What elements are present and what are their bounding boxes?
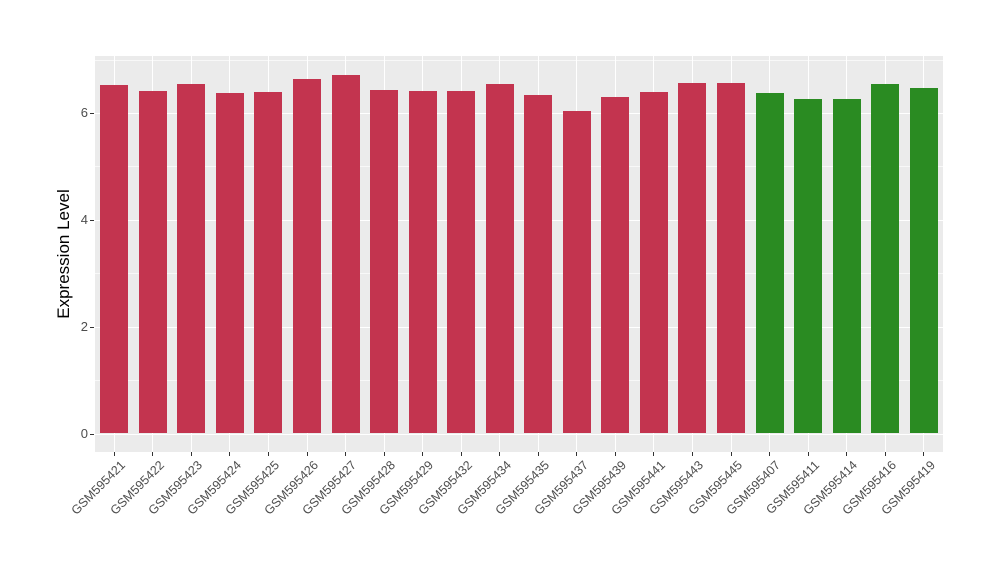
- x-axis-tick: [190, 452, 192, 456]
- bar-GSM595422: [138, 90, 167, 434]
- x-axis-tick: [267, 452, 269, 456]
- bar-GSM595435: [524, 94, 553, 434]
- x-axis-tick: [769, 452, 771, 456]
- gridline-major: [95, 433, 943, 435]
- bar-GSM595414: [832, 99, 861, 434]
- bar-GSM595432: [447, 91, 476, 434]
- x-axis-tick: [653, 452, 655, 456]
- x-axis-tick: [884, 452, 886, 456]
- y-axis-tick: [90, 219, 94, 221]
- x-axis-tick: [499, 452, 501, 456]
- y-axis-tick: [90, 112, 94, 114]
- x-axis-tick: [537, 452, 539, 456]
- x-axis-tick: [730, 452, 732, 456]
- x-axis-tick: [807, 452, 809, 456]
- bar-GSM595439: [601, 97, 630, 434]
- x-axis-tick: [460, 452, 462, 456]
- bar-GSM595445: [717, 82, 745, 434]
- bar-GSM595407: [755, 93, 784, 434]
- bar-GSM595426: [293, 78, 321, 434]
- gridline-minor: [95, 59, 943, 61]
- bar-GSM595425: [254, 91, 283, 434]
- x-axis-tick: [229, 452, 231, 456]
- plot-panel: [95, 56, 943, 452]
- bar-GSM595434: [485, 84, 514, 434]
- gridline-minor: [95, 380, 943, 382]
- x-axis-tick: [422, 452, 424, 456]
- y-axis-tick: [90, 433, 94, 435]
- gridline-major: [95, 326, 943, 329]
- x-axis-tick: [576, 452, 578, 456]
- x-axis-tick: [113, 452, 115, 456]
- bar-GSM595419: [909, 87, 938, 434]
- bar-GSM595424: [215, 93, 244, 434]
- bar-GSM595441: [639, 92, 668, 434]
- x-axis-tick: [345, 452, 347, 456]
- bar-GSM595416: [871, 83, 900, 434]
- bar-GSM595443: [678, 83, 707, 434]
- y-axis-tick-label: 4: [80, 211, 88, 227]
- x-axis-tick: [614, 452, 616, 456]
- y-axis-tick-label: 2: [80, 318, 88, 334]
- bar-GSM595411: [794, 99, 823, 434]
- bar-GSM595427: [331, 75, 360, 434]
- bar-GSM595429: [408, 91, 437, 434]
- x-axis-tick: [846, 452, 848, 456]
- x-axis-tick: [923, 452, 925, 456]
- bar-GSM595428: [370, 90, 399, 434]
- bar-GSM595423: [177, 83, 206, 434]
- y-axis-tick: [90, 326, 94, 328]
- bar-GSM595437: [562, 110, 591, 434]
- gridline-minor: [95, 273, 943, 275]
- y-axis-title: Expression Level: [54, 189, 73, 319]
- gridline-major: [95, 219, 943, 222]
- y-axis-tick-label: 0: [80, 425, 88, 441]
- x-axis-tick: [306, 452, 308, 456]
- gridline-major: [95, 112, 943, 115]
- x-axis-tick: [383, 452, 385, 456]
- bar-GSM595421: [100, 84, 129, 434]
- y-axis-tick-label: 6: [80, 104, 88, 120]
- gridline-minor: [95, 166, 943, 168]
- x-axis-tick: [152, 452, 154, 456]
- x-axis-tick: [691, 452, 693, 456]
